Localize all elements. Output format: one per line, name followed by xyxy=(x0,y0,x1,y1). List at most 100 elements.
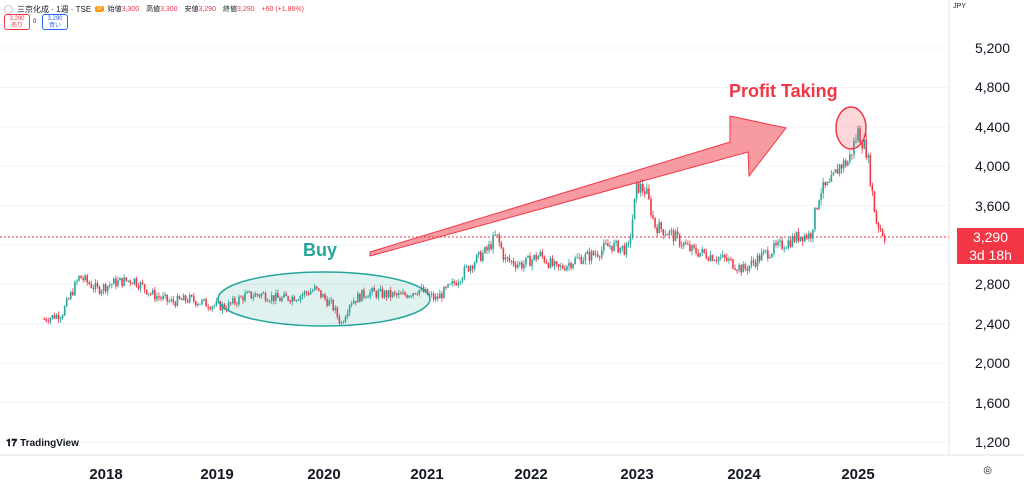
candle-body xyxy=(553,261,556,266)
candle-body xyxy=(830,174,833,182)
candle-body xyxy=(521,262,523,269)
candle-body xyxy=(707,258,710,261)
candle-body xyxy=(340,322,343,324)
candle-body xyxy=(164,294,166,296)
candle-body xyxy=(586,251,589,255)
candle-body xyxy=(84,275,86,281)
candle-body xyxy=(709,255,712,261)
candle-body xyxy=(855,140,857,142)
chart-header: 三京化成 · 1週 · TSE D 始値3,300 高値3,300 安値3,29… xyxy=(4,2,309,16)
candle-body xyxy=(143,284,146,290)
candle-body xyxy=(190,295,193,297)
candle-body xyxy=(680,245,683,247)
candle-body xyxy=(695,247,697,254)
candle-body xyxy=(871,185,874,192)
x-tick-label: 2018 xyxy=(89,466,123,483)
y-tick-label: 1,600 xyxy=(974,394,1010,411)
candle-body xyxy=(748,265,751,271)
candle-body xyxy=(514,264,517,268)
settings-icon[interactable]: ◎ xyxy=(983,465,992,476)
buy-button[interactable]: 3,290 買い xyxy=(42,14,68,30)
buy-zone-ellipse[interactable] xyxy=(217,271,431,327)
candle-body xyxy=(170,299,173,301)
candle-body xyxy=(445,286,447,288)
candle-body xyxy=(82,278,84,281)
candle-body xyxy=(182,295,185,301)
candle-body xyxy=(379,288,382,291)
candle-body xyxy=(568,263,570,267)
candle-body xyxy=(404,292,406,296)
candle-body xyxy=(63,306,66,316)
candle-body xyxy=(664,234,667,236)
candle-body xyxy=(611,245,613,251)
candle-body xyxy=(523,264,525,269)
candle-body xyxy=(391,292,394,297)
y-tick-label: 2,000 xyxy=(974,355,1010,372)
candle-body xyxy=(414,293,417,295)
candle-body xyxy=(857,128,859,141)
trend-arrow[interactable] xyxy=(369,115,787,257)
high-label: 高値 xyxy=(146,6,161,13)
candle-body xyxy=(102,284,105,291)
candle-body xyxy=(717,257,720,261)
candle-body xyxy=(873,191,876,213)
candle-body xyxy=(121,277,123,287)
y-tick-label: 3,600 xyxy=(974,197,1010,214)
candle-body xyxy=(484,247,486,254)
buy-annotation[interactable]: Buy xyxy=(303,240,338,260)
candle-body xyxy=(824,181,827,186)
candle-body xyxy=(336,307,339,317)
candle-body xyxy=(453,281,455,284)
symbol-title[interactable]: 三京化成 · 1週 · TSE xyxy=(17,4,92,14)
candle-body xyxy=(559,265,562,267)
candle-body xyxy=(324,294,326,299)
candle-body xyxy=(434,296,437,300)
candle-body xyxy=(691,245,693,251)
candle-body xyxy=(719,257,722,259)
profit-taking-annotation[interactable]: Profit Taking xyxy=(729,81,838,101)
candle-body xyxy=(156,296,158,300)
candle-body xyxy=(512,260,515,265)
candle-body xyxy=(131,283,134,285)
candle-body xyxy=(455,283,458,286)
candle-body xyxy=(605,243,607,245)
candle-body xyxy=(736,269,738,271)
candle-body xyxy=(246,292,248,294)
candle-body xyxy=(627,243,630,245)
candle-body xyxy=(357,293,359,303)
candle-body xyxy=(670,230,673,232)
candle-body xyxy=(498,234,501,243)
candle-body xyxy=(867,155,870,158)
candle-body xyxy=(668,231,671,235)
candle-body xyxy=(635,182,638,199)
candle-body xyxy=(199,303,201,305)
profit-taking-ellipse[interactable] xyxy=(835,106,867,150)
candle-body xyxy=(531,259,533,267)
candle-body xyxy=(838,164,841,174)
candle-body xyxy=(851,154,853,156)
last-price-tag: 3,290 xyxy=(957,228,1024,246)
candle-body xyxy=(207,306,209,308)
low-label: 安値 xyxy=(184,6,199,13)
tradingview-logo[interactable]: 𝟏𝟕 TradingView xyxy=(6,438,79,449)
currency-label[interactable]: JPY xyxy=(953,3,966,10)
x-tick-label: 2019 xyxy=(200,466,234,483)
candle-body xyxy=(621,245,624,248)
candle-body xyxy=(457,282,460,286)
candle-body xyxy=(47,320,50,322)
candle-body xyxy=(346,312,349,317)
candle-body xyxy=(477,251,480,255)
candle-body xyxy=(652,215,654,218)
candle-body xyxy=(578,257,581,259)
x-tick-label: 2022 xyxy=(514,466,548,483)
candle-body xyxy=(703,249,706,253)
candle-body xyxy=(787,240,790,248)
candle-body xyxy=(129,280,132,284)
candle-body xyxy=(80,275,82,279)
candle-body xyxy=(264,293,267,301)
candle-body xyxy=(699,252,701,257)
candle-body xyxy=(883,235,886,241)
candle-body xyxy=(244,293,246,301)
sell-button[interactable]: 3,290 売り xyxy=(4,14,30,30)
